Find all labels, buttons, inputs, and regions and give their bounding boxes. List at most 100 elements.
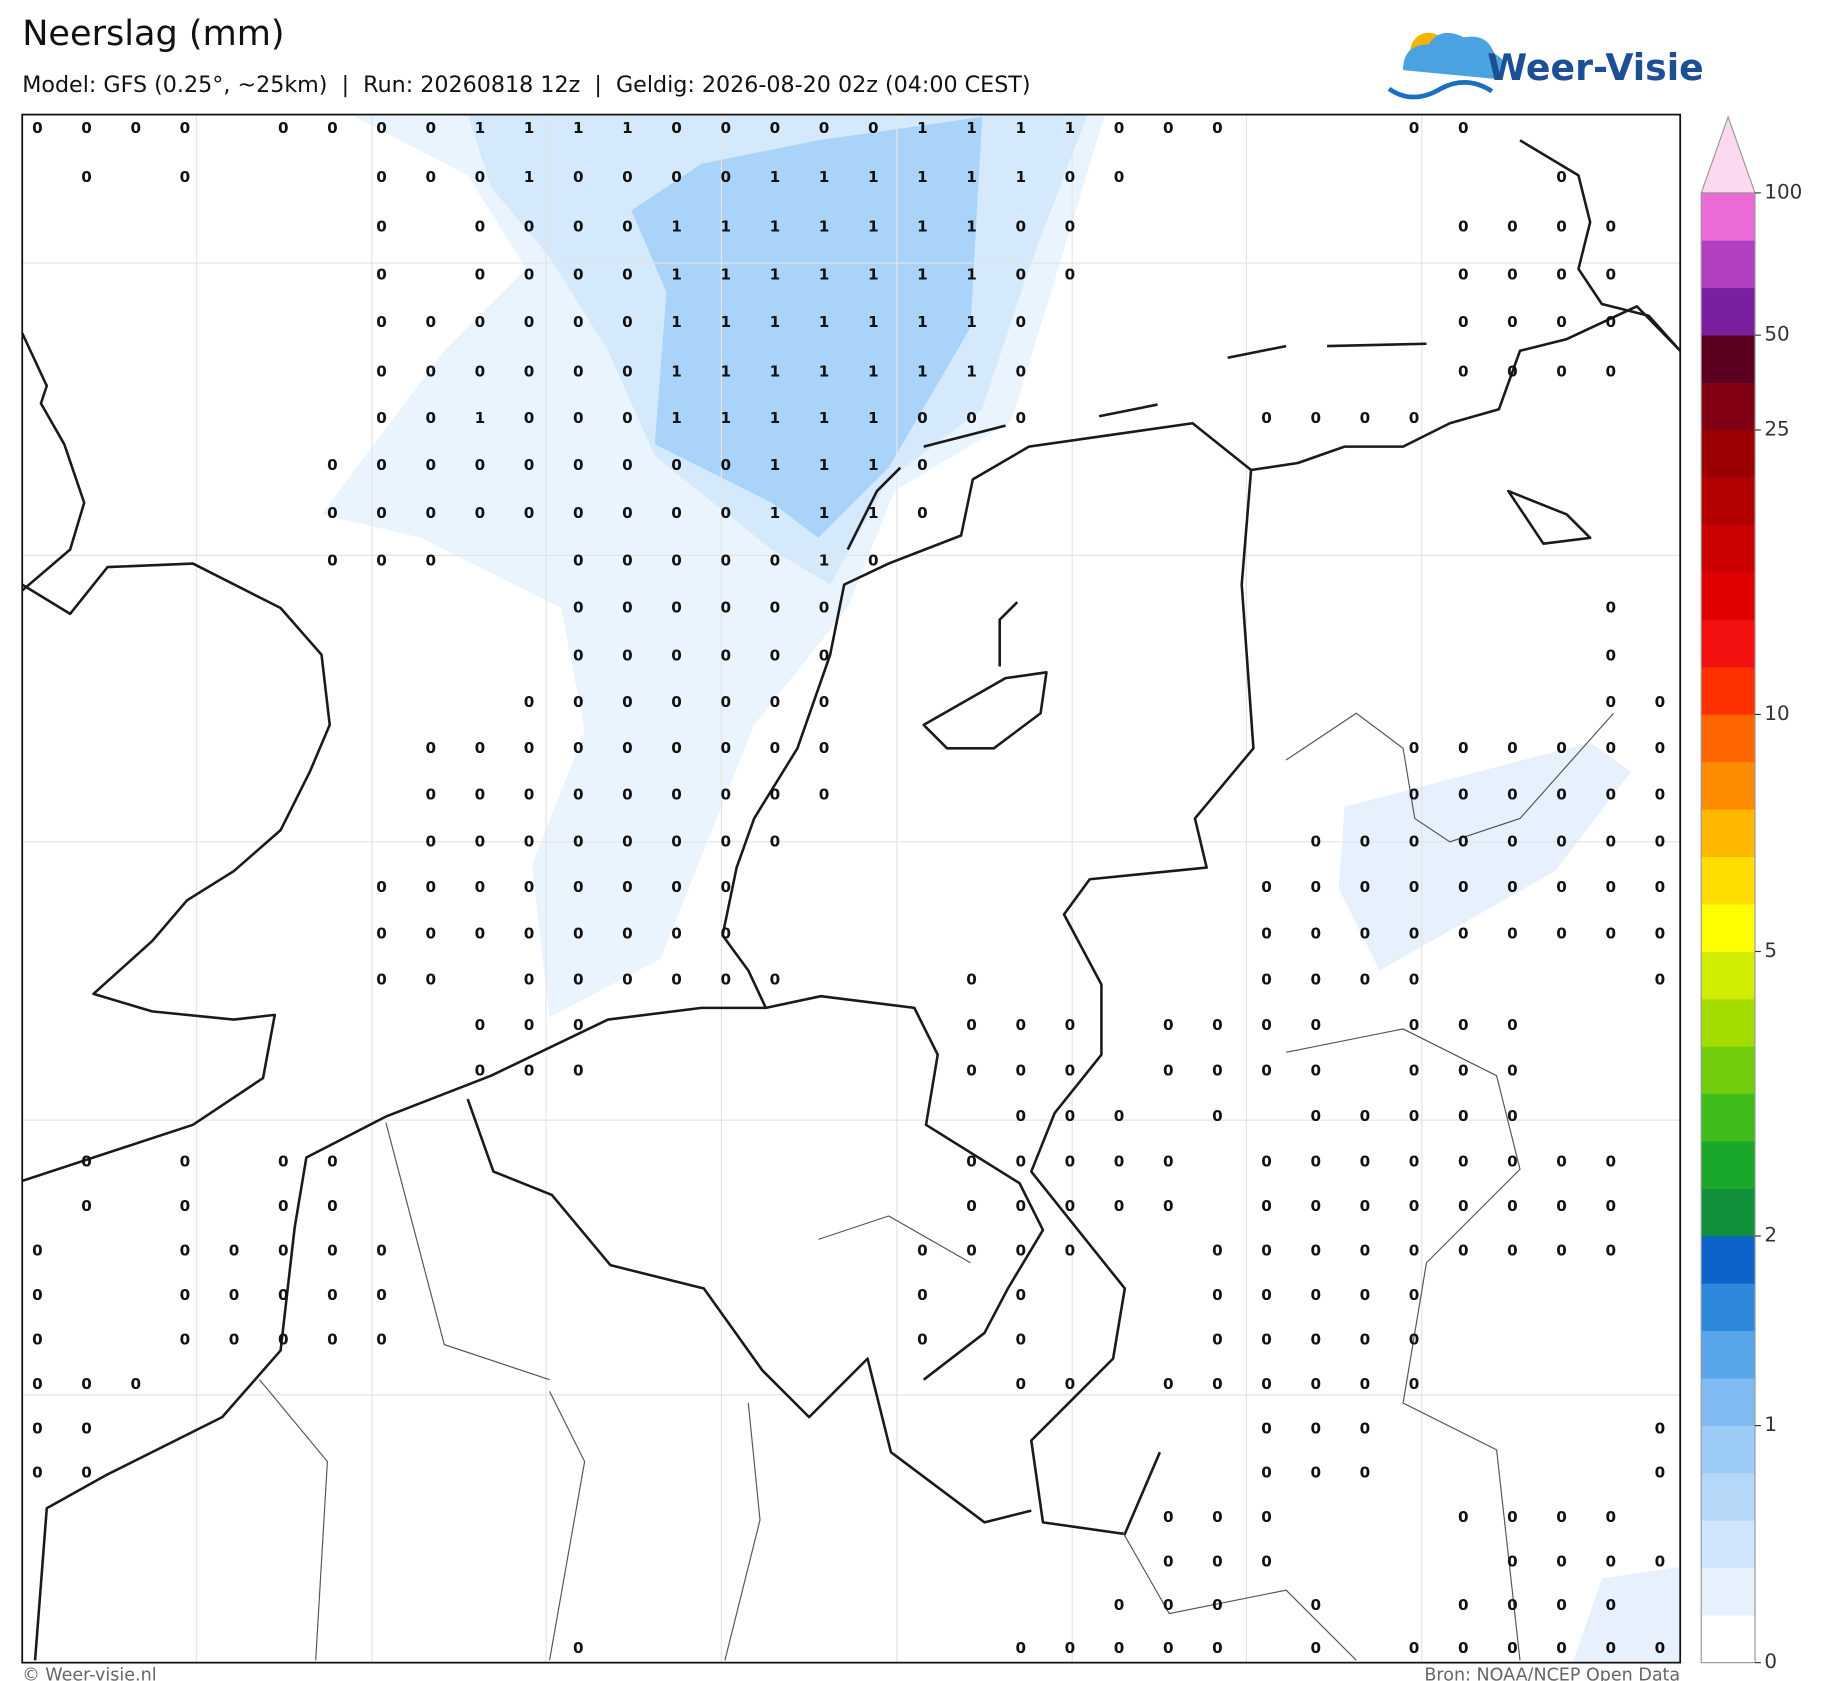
grid-value: 1 [917, 119, 928, 137]
grid-value: 0 [622, 693, 633, 711]
grid-value: 0 [720, 786, 731, 804]
grid-value: 0 [1507, 1553, 1518, 1571]
grid-value: 0 [1507, 1197, 1518, 1215]
grid-value: 0 [1605, 1153, 1616, 1171]
grid-value: 0 [573, 217, 584, 235]
grid-value: 0 [622, 217, 633, 235]
grid-value: 0 [1507, 739, 1518, 757]
colorbar-band [1701, 714, 1756, 763]
grid-value: 0 [1261, 1153, 1272, 1171]
grid-value: 0 [376, 970, 387, 988]
grid-value: 1 [917, 168, 928, 186]
grid-value: 0 [1310, 878, 1321, 896]
colorbar-band [1701, 429, 1756, 478]
grid-value: 0 [32, 1375, 43, 1393]
grid-value: 0 [376, 925, 387, 943]
grid-value: 0 [1556, 1508, 1567, 1526]
graticule [22, 114, 1681, 1663]
grid-value: 0 [1556, 1553, 1567, 1571]
grid-value: 0 [770, 832, 781, 850]
grid-value: 0 [671, 119, 682, 137]
grid-value: 0 [1015, 1062, 1026, 1080]
grid-value: 1 [770, 217, 781, 235]
grid-value: 0 [1261, 925, 1272, 943]
grid-value: 1 [1065, 119, 1076, 137]
grid-value: 0 [1655, 970, 1666, 988]
country-border [1029, 469, 1255, 1536]
grid-value: 0 [1507, 1062, 1518, 1080]
grid-value: 0 [376, 504, 387, 522]
grid-value: 0 [524, 362, 535, 380]
grid-value: 0 [573, 832, 584, 850]
grid-value: 0 [622, 739, 633, 757]
colorbar-tick-label: 5 [1764, 939, 1777, 962]
grid-value: 0 [1310, 1596, 1321, 1614]
grid-value: 0 [671, 646, 682, 664]
grid-value: 0 [1556, 1153, 1567, 1171]
grid-value: 0 [425, 456, 436, 474]
grid-value: 1 [475, 119, 486, 137]
grid-value: 1 [671, 409, 682, 427]
grid-value: 0 [425, 739, 436, 757]
grid-value: 0 [966, 970, 977, 988]
grid-value: 0 [1163, 1153, 1174, 1171]
grid-value: 1 [770, 168, 781, 186]
grid-value: 1 [868, 362, 879, 380]
grid-value: 0 [1114, 1197, 1125, 1215]
grid-value: 0 [1360, 1242, 1371, 1260]
grid-value: 0 [966, 1197, 977, 1215]
grid-value: 1 [966, 119, 977, 137]
grid-value: 0 [1605, 786, 1616, 804]
grid-value: 0 [671, 693, 682, 711]
logo-text: Weer-Visie [1487, 46, 1704, 89]
grid-value: 0 [671, 925, 682, 943]
grid-value: 0 [1507, 1508, 1518, 1526]
grid-value: 0 [1212, 1107, 1223, 1125]
grid-value: 0 [327, 1330, 338, 1348]
colorbar-band [1701, 619, 1756, 668]
grid-value: 0 [1015, 265, 1026, 283]
grid-value: 0 [622, 456, 633, 474]
grid-value: 1 [868, 313, 879, 331]
colorbar-tick-label: 25 [1764, 417, 1789, 440]
grid-value: 0 [720, 552, 731, 570]
colorbar-band [1701, 524, 1756, 573]
grid-value: 0 [524, 313, 535, 331]
grid-value: 0 [1261, 1508, 1272, 1526]
grid-value: 0 [1065, 168, 1076, 186]
grid-value: 0 [32, 1464, 43, 1482]
grid-value: 0 [376, 1286, 387, 1304]
colorbar-band [1701, 856, 1756, 905]
grid-value: 0 [475, 878, 486, 896]
grid-value: 0 [1015, 1107, 1026, 1125]
grid-value: 0 [1015, 1016, 1026, 1034]
grid-value: 0 [425, 409, 436, 427]
grid-value: 0 [1409, 878, 1420, 896]
grid-value: 0 [229, 1330, 240, 1348]
grid-value: 1 [720, 265, 731, 283]
grid-value: 0 [1163, 1062, 1174, 1080]
borders [259, 469, 1614, 1661]
grid-value: 0 [425, 313, 436, 331]
grid-value: 0 [1458, 217, 1469, 235]
grid-value: 0 [1507, 1242, 1518, 1260]
coastline [846, 342, 1592, 551]
grid-value: 0 [622, 878, 633, 896]
grid-value: 1 [671, 362, 682, 380]
grid-value: 1 [966, 265, 977, 283]
grid-value: 0 [475, 832, 486, 850]
grid-value: 1 [917, 362, 928, 380]
grid-value: 0 [622, 265, 633, 283]
grid-value: 0 [1507, 265, 1518, 283]
grid-value: 1 [770, 409, 781, 427]
grid-value: 0 [1015, 217, 1026, 235]
grid-value: 0 [671, 168, 682, 186]
grid-value: 0 [720, 739, 731, 757]
grid-value: 0 [376, 362, 387, 380]
grid-value: 0 [1360, 970, 1371, 988]
grid-value: 0 [1655, 878, 1666, 896]
grid-value: 0 [1114, 1153, 1125, 1171]
grid-value: 0 [524, 456, 535, 474]
logo-cloud [1403, 32, 1505, 80]
colorbar-band [1701, 1188, 1756, 1237]
